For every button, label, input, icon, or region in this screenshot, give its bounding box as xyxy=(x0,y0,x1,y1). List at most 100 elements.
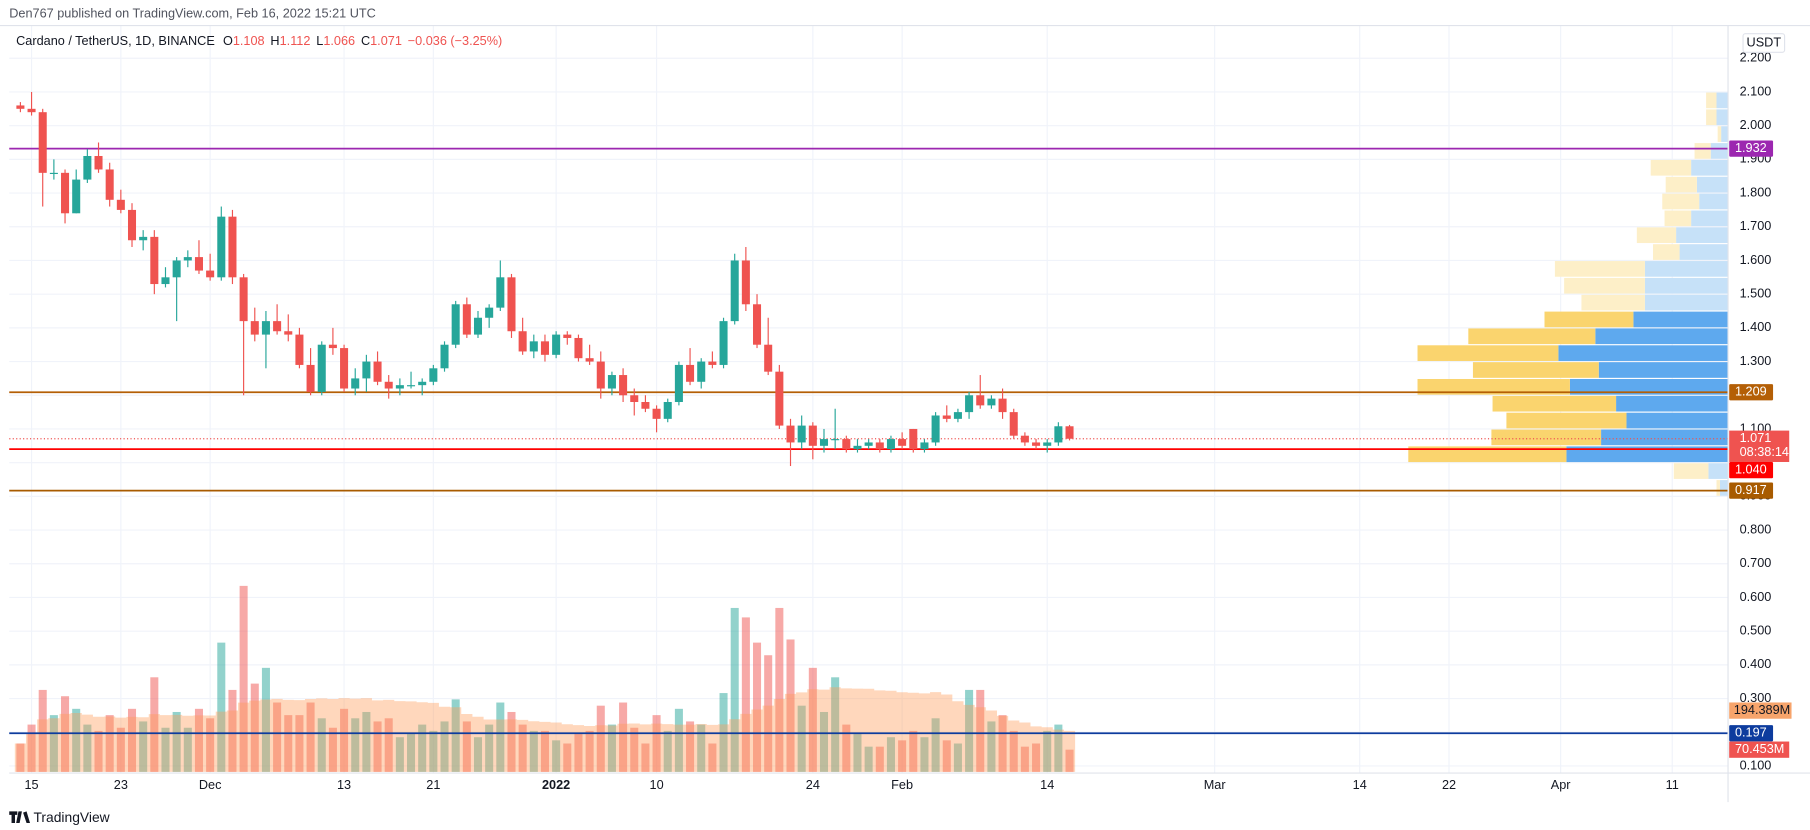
candle-body xyxy=(384,381,393,389)
profile-down xyxy=(1716,92,1729,109)
candle-body xyxy=(987,398,996,406)
x-tick-label: 22 xyxy=(1442,777,1456,792)
volume-bar xyxy=(552,740,561,772)
candle-body xyxy=(473,317,483,335)
candle-body xyxy=(797,425,806,443)
currency-box xyxy=(1742,33,1786,53)
candle-body xyxy=(931,415,940,443)
x-tick-label: 10 xyxy=(650,777,664,792)
profile-down xyxy=(1569,378,1729,395)
volume-bar xyxy=(105,715,114,772)
profile-up xyxy=(1581,294,1645,311)
symbol-legend: Cardano / TetherUS, 1D, BINANCE O1.108 H… xyxy=(16,33,502,48)
volume-bar xyxy=(831,677,840,772)
y-tick-label: 0.500 xyxy=(1740,622,1772,637)
profile-up xyxy=(1408,446,1567,463)
open-value: 1.108 xyxy=(233,33,265,48)
volume-bar xyxy=(306,702,315,772)
profile-up xyxy=(1662,193,1700,210)
profile-down xyxy=(1691,210,1729,227)
volume-bar xyxy=(607,724,616,772)
candle-body xyxy=(239,277,248,322)
volume-bar xyxy=(797,705,806,772)
candle-body xyxy=(1020,435,1029,443)
level-tag xyxy=(1729,461,1774,479)
candle-body xyxy=(998,398,1007,413)
profile-up xyxy=(1706,109,1717,126)
close-value: 1.071 xyxy=(370,33,402,48)
candle-body xyxy=(630,395,639,403)
volume-bar xyxy=(395,737,404,772)
volume-bar xyxy=(853,734,862,772)
profile-down xyxy=(1716,109,1729,126)
candle-body xyxy=(674,364,683,403)
volume-bar xyxy=(886,737,895,772)
volume-bar xyxy=(16,743,25,772)
candle-body xyxy=(663,402,672,419)
profile-up xyxy=(1653,244,1680,260)
profile-up xyxy=(1417,345,1559,361)
profile-up xyxy=(1717,126,1722,142)
volume-bar xyxy=(708,743,717,772)
profile-down xyxy=(1626,412,1729,429)
volume-last-tag xyxy=(1729,741,1790,758)
volume-bar xyxy=(139,721,148,772)
profile-up xyxy=(1636,227,1677,244)
volume-bar xyxy=(1065,749,1074,772)
profile-up xyxy=(1706,92,1717,109)
volume-bar xyxy=(775,607,784,772)
candle-body xyxy=(351,378,360,389)
profile-up xyxy=(1506,412,1627,429)
candle-body xyxy=(652,408,661,419)
y-tick-label: 2.000 xyxy=(1740,117,1772,132)
volume-bar xyxy=(172,711,181,772)
candle-body xyxy=(831,439,840,441)
profile-down xyxy=(1601,429,1729,446)
candle-body xyxy=(697,361,706,382)
candle-body xyxy=(563,334,572,338)
candle-body xyxy=(273,321,282,332)
volume-bar xyxy=(998,715,1007,772)
y-tick-label: 1.500 xyxy=(1740,285,1772,300)
candle-body xyxy=(217,216,226,278)
y-tick-label: 0.700 xyxy=(1740,555,1772,570)
candle-body xyxy=(920,442,929,450)
profile-down xyxy=(1566,446,1729,463)
candle-body xyxy=(1054,426,1063,443)
candle-body xyxy=(764,344,773,372)
volume-bar xyxy=(808,667,817,772)
profile-down xyxy=(1691,159,1729,176)
volume-bar xyxy=(741,617,750,772)
candle-body xyxy=(875,442,884,450)
candle-body xyxy=(540,341,549,355)
candle-body xyxy=(619,375,628,396)
level-tag xyxy=(1729,725,1774,742)
volume-pane xyxy=(14,585,1076,772)
volume-bar xyxy=(764,655,773,772)
volume-bar xyxy=(429,730,438,772)
y-tick-label: 1.400 xyxy=(1740,319,1772,334)
volume-bar xyxy=(987,721,996,772)
candle-body xyxy=(127,209,137,241)
brand: TradingView xyxy=(33,809,110,825)
candle-body xyxy=(864,442,873,446)
level-label: 0.917 xyxy=(1735,482,1767,497)
profile-up xyxy=(1716,480,1720,496)
candle-body xyxy=(440,344,449,369)
candle-body xyxy=(261,321,270,335)
candle-body xyxy=(529,341,538,352)
candle-body xyxy=(496,277,505,308)
brand-logo: TradingView xyxy=(9,809,111,825)
volume-bar xyxy=(507,711,516,772)
volume-bar xyxy=(328,727,337,772)
volume-bar xyxy=(351,718,360,772)
candle-body xyxy=(965,395,974,413)
high-value: 1.112 xyxy=(280,33,311,48)
x-tick-label: 23 xyxy=(114,777,128,792)
candle-body xyxy=(27,108,36,113)
profile-up xyxy=(1468,328,1596,345)
profile-up xyxy=(1492,395,1617,412)
candle-body xyxy=(1009,412,1018,436)
profile-down xyxy=(1616,395,1729,412)
y-tick-label: 1.300 xyxy=(1740,353,1772,368)
